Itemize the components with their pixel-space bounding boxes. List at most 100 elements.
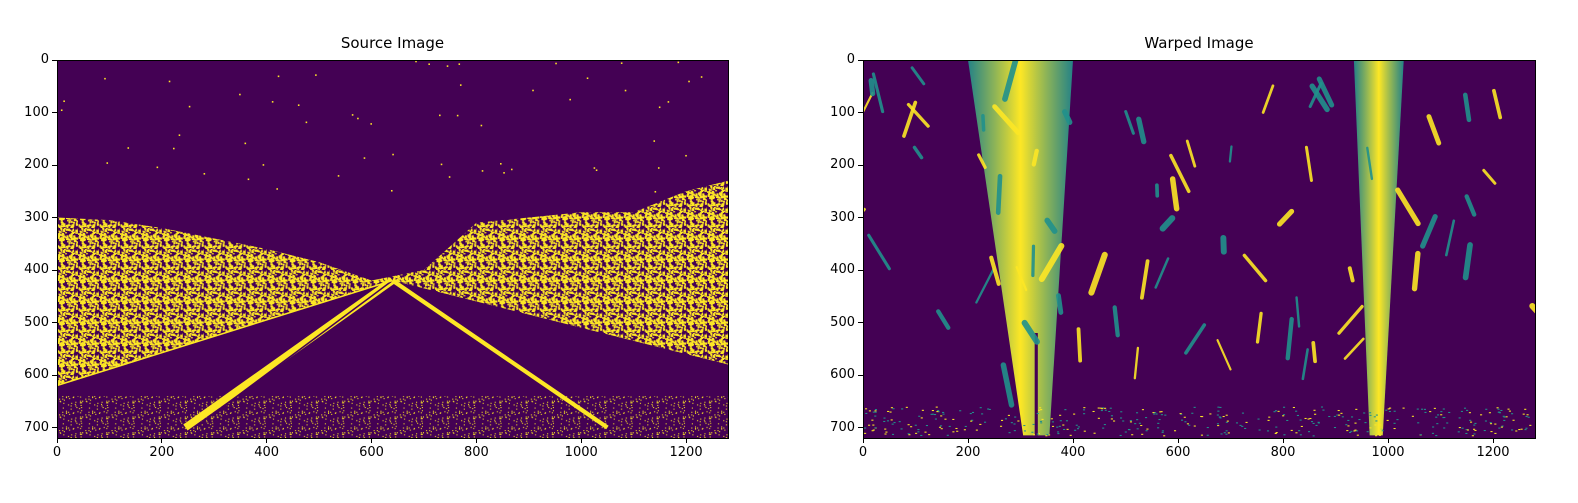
x-tick-label: 400 (1060, 445, 1086, 460)
y-tick-label: 400 (830, 262, 855, 277)
noise-dot (908, 434, 911, 436)
streak (1366, 146, 1374, 181)
noise-dot (940, 428, 943, 430)
noise-dot (1511, 413, 1514, 415)
noise-dot (1333, 415, 1336, 417)
noise-dot (1338, 414, 1341, 416)
noise-dot (874, 410, 877, 412)
streak (975, 268, 995, 304)
noise-dot (1500, 409, 1503, 411)
y-tick-label: 100 (24, 104, 49, 120)
noise-dot (104, 77, 106, 80)
noise-dot (938, 426, 942, 428)
x-tick-label: 600 (359, 445, 384, 460)
noise-dot (1419, 434, 1422, 436)
noise-dot (1083, 413, 1086, 415)
noise-dot (1489, 422, 1492, 424)
noise-dot (1225, 414, 1228, 416)
noise-dot (700, 76, 703, 78)
noise-dot (1219, 406, 1222, 408)
streak (906, 102, 930, 128)
noise-dot (1484, 420, 1487, 422)
noise-dot (1381, 430, 1384, 432)
x-tick-mark (1492, 438, 1494, 443)
noise-dot (1503, 416, 1506, 418)
streak (1411, 250, 1421, 292)
noise-dot (1275, 426, 1278, 428)
streak (1309, 83, 1330, 113)
vegetation-region (57, 180, 728, 438)
noise-dot (1180, 413, 1183, 415)
noise-dot (1369, 412, 1372, 414)
noise-dot (920, 417, 923, 419)
noise-dot (1161, 430, 1164, 432)
noise-dot (1226, 420, 1229, 422)
noise-dot (1524, 429, 1527, 431)
noise-dot (907, 433, 910, 435)
noise-dot (921, 409, 924, 411)
noise-dot (915, 432, 918, 434)
noise-dot (239, 93, 241, 96)
noise-dot (1241, 412, 1245, 414)
noise-dot (297, 104, 300, 106)
noise-dot (1023, 425, 1026, 427)
noise-dot (1432, 426, 1435, 428)
noise-dot (1469, 421, 1473, 423)
noise-dot (952, 431, 955, 433)
y-tick-label: 500 (24, 314, 49, 330)
noise-dot (971, 419, 974, 421)
noise-dot (1282, 415, 1285, 417)
noise-dot (1431, 432, 1434, 434)
noise-dot (1320, 406, 1324, 408)
noise-dot (905, 406, 908, 408)
noise-dot (1489, 423, 1493, 425)
streak (1255, 311, 1263, 344)
noise-dot (1375, 414, 1378, 416)
noise-dot (440, 163, 443, 166)
noise-dot (1013, 430, 1016, 432)
noise-dot (952, 418, 955, 420)
streak (1185, 139, 1197, 168)
noise-dot (1307, 418, 1310, 420)
noise-dot (1048, 434, 1051, 436)
noise-dot (168, 80, 171, 83)
noise-dot (1235, 422, 1239, 424)
noise-dot (1314, 413, 1317, 415)
noise-dot (1129, 420, 1132, 422)
noise-dot (456, 114, 459, 117)
noise-dot (1007, 414, 1010, 416)
streak (1482, 168, 1497, 185)
noise-dot (874, 409, 878, 411)
noise-dot (1136, 428, 1139, 430)
y-tick-mark (52, 217, 57, 218)
streak (992, 104, 1021, 135)
noise-dot (934, 418, 937, 420)
y-tick-label: 700 (830, 419, 855, 435)
streak (1002, 60, 1019, 102)
noise-dot (1101, 407, 1104, 409)
streak (1295, 296, 1301, 328)
noise-dot (1145, 417, 1148, 419)
noise-dot (1501, 425, 1504, 427)
streak (1304, 145, 1313, 183)
noise-dot (1466, 429, 1469, 431)
noise-dot (1017, 420, 1020, 422)
noise-dot (1173, 430, 1177, 432)
streak (1242, 253, 1268, 283)
y-tick-label: 0 (40, 52, 49, 67)
noise-dot (667, 101, 670, 103)
noise-dot (1059, 414, 1062, 416)
noise-dot (1496, 407, 1499, 409)
noise-dot (1063, 428, 1066, 430)
noise-dot (1244, 427, 1247, 429)
noise-dot (1120, 411, 1123, 413)
x-tick-label: 1200 (1476, 445, 1510, 460)
noise-dot (1358, 419, 1361, 421)
noise-dot (1527, 416, 1530, 418)
noise-dot (1274, 410, 1278, 412)
noise-dot (1057, 431, 1060, 433)
noise-dot (1374, 424, 1377, 426)
noise-dot (1039, 407, 1042, 409)
streak (1395, 187, 1421, 227)
noise-dot (1333, 427, 1337, 429)
